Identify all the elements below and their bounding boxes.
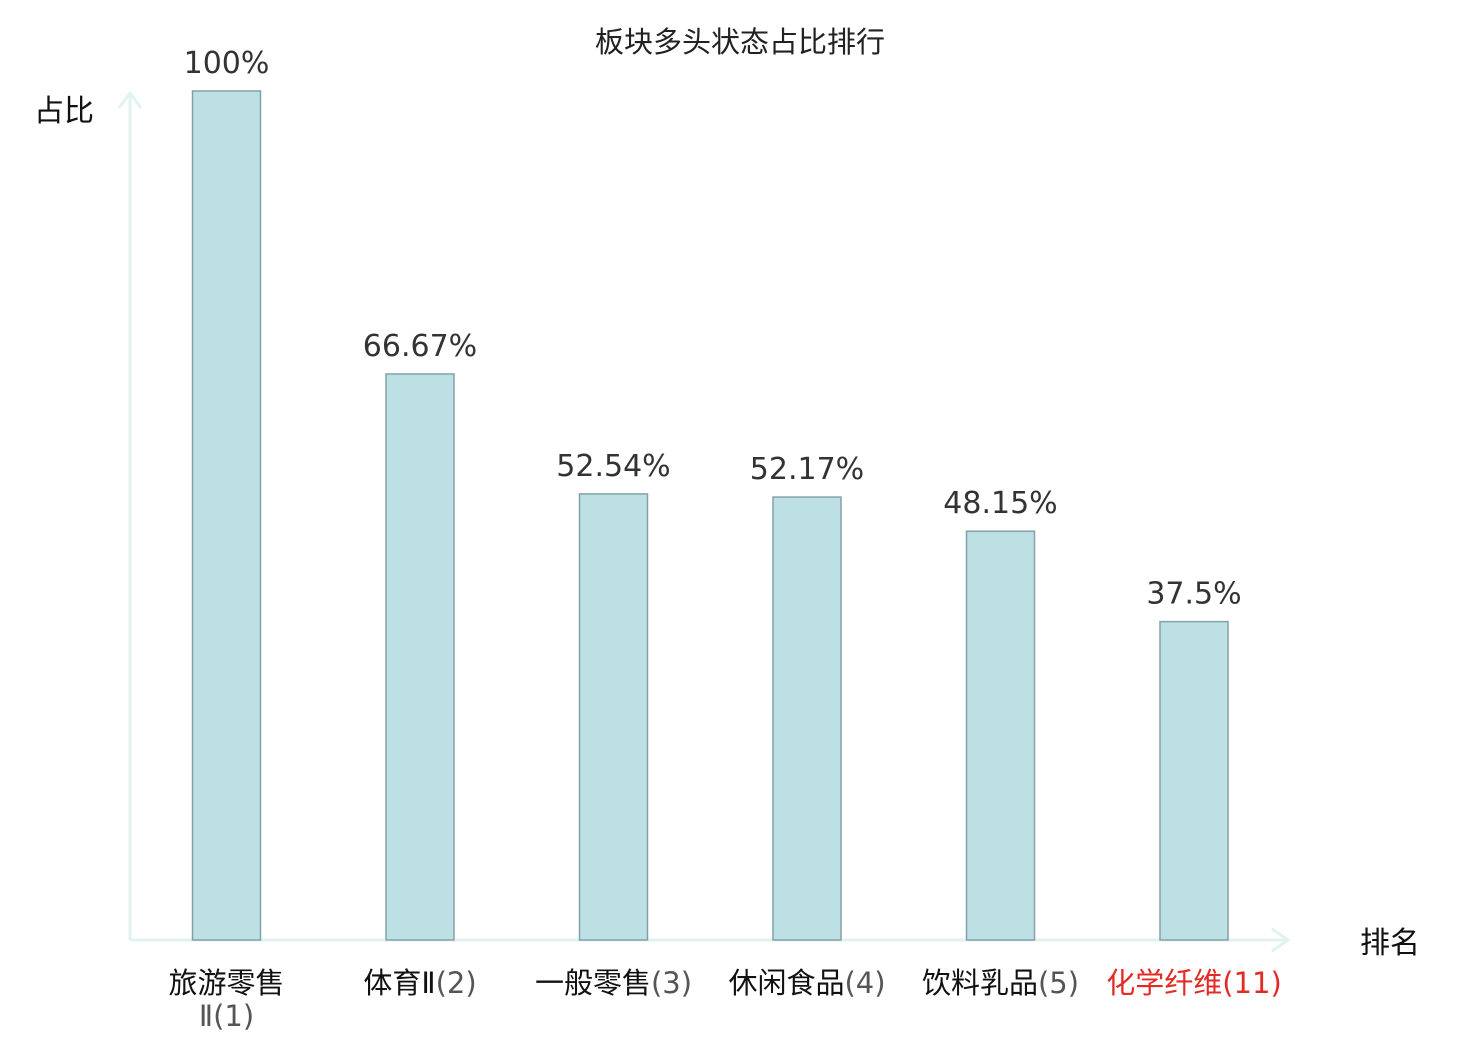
bar	[1159, 620, 1229, 941]
x-tick-label-name: 一般零售	[535, 966, 651, 1000]
axes	[117, 90, 1291, 953]
x-tick-label-name: 体育Ⅱ	[363, 966, 435, 1000]
bar	[965, 530, 1036, 941]
x-tick-label-name: 休闲食品	[728, 966, 844, 1000]
x-tick-label-name: Ⅱ	[199, 999, 213, 1033]
bar	[191, 90, 262, 941]
bar	[385, 373, 455, 941]
x-tick-label-name: 化学纤维	[1106, 966, 1222, 1000]
data-label: 52.54%	[556, 449, 670, 484]
data-label: 48.15%	[943, 486, 1057, 521]
data-label: 37.5%	[1146, 577, 1241, 612]
x-tick-label: 体育Ⅱ(2)	[363, 966, 476, 1000]
x-tick-label: 化学纤维(11)	[1106, 966, 1282, 1000]
x-tick-label-name: 旅游零售	[168, 966, 284, 1000]
data-label: 66.67%	[363, 329, 477, 364]
x-tick-label-rank: (1)	[213, 999, 254, 1033]
y-axis-arrow-icon	[117, 90, 143, 109]
value-labels-group: 100% 66.67% 52.54% 52.17% 48.15% 37.5%	[184, 46, 1242, 612]
x-tick-label: 休闲食品(4)	[728, 966, 885, 1000]
x-tick-label-rank: (2)	[436, 966, 477, 1000]
x-axis-arrow-icon	[1271, 927, 1291, 953]
y-axis-label: 占比	[34, 94, 94, 129]
x-tick-labels-group: 旅游零售 Ⅱ(1)体育Ⅱ(2) 一般零售(3) 休闲食品(4) 饮料乳品(5) 化学纤维(…	[168, 966, 1281, 1033]
data-label: 52.17%	[750, 452, 864, 487]
x-tick-label-name: 饮料乳品	[922, 966, 1038, 1000]
x-tick-label: 一般零售(3)	[535, 966, 692, 1000]
x-tick-label-rank: (11)	[1222, 966, 1282, 1000]
x-axis-label: 排名	[1360, 926, 1420, 961]
x-tick-label-rank: (5)	[1038, 966, 1079, 1000]
bar	[772, 496, 842, 941]
x-tick-label: 饮料乳品(5)	[922, 966, 1079, 1000]
x-tick-label-rank: (4)	[844, 966, 885, 1000]
data-label: 100%	[184, 46, 270, 81]
x-tick-label-rank: (3)	[651, 966, 692, 1000]
chart-title: 板块多头状态占比排行	[595, 25, 885, 59]
x-tick-label: 旅游零售 Ⅱ(1)	[168, 966, 284, 1033]
bar	[578, 493, 649, 941]
bars-group	[191, 90, 1229, 941]
